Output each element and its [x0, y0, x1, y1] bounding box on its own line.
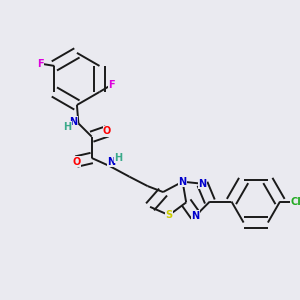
Text: F: F: [37, 58, 44, 68]
Text: N: N: [107, 157, 115, 166]
Text: N: N: [178, 177, 187, 187]
Text: H: H: [114, 153, 122, 163]
Text: N: N: [198, 179, 206, 189]
Text: H: H: [63, 122, 71, 132]
Text: S: S: [165, 210, 172, 220]
Text: N: N: [69, 117, 77, 127]
Text: O: O: [103, 126, 111, 136]
Text: O: O: [72, 157, 80, 166]
Text: Cl: Cl: [291, 196, 300, 206]
Text: N: N: [192, 211, 200, 221]
Text: F: F: [109, 80, 115, 90]
